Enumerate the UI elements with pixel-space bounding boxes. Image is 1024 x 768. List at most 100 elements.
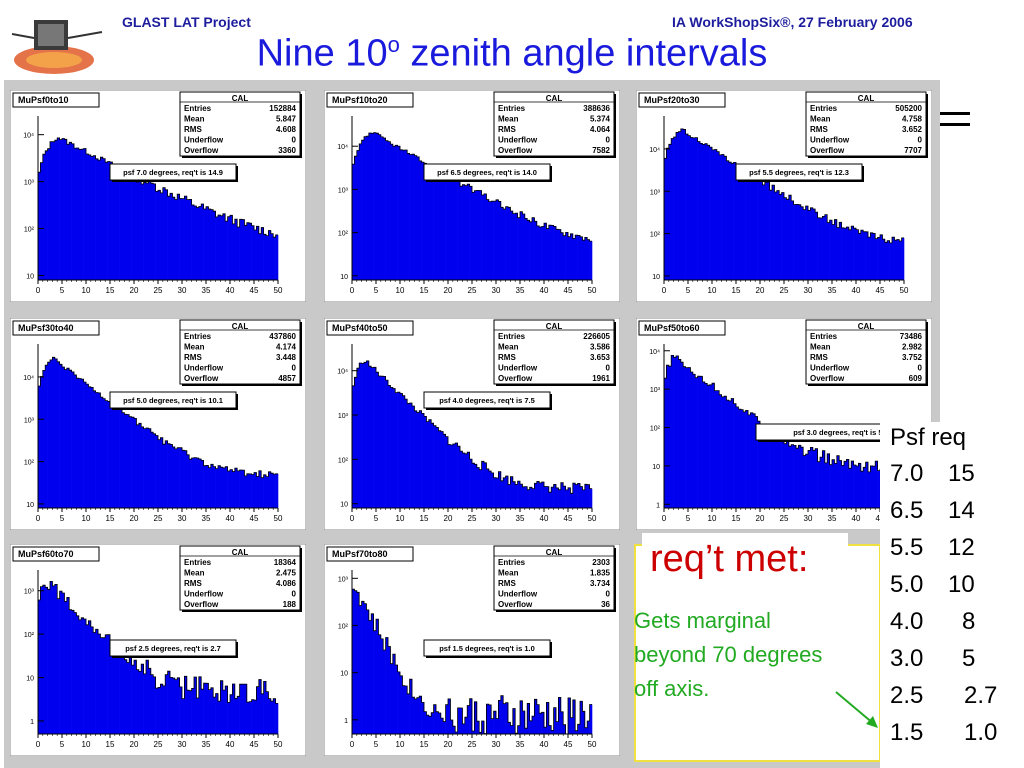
histogram-bar (709, 147, 713, 280)
histogram-bar (218, 214, 221, 280)
psf-req-table (880, 422, 1024, 768)
histogram-bar (479, 469, 482, 508)
histogram-bar (179, 447, 183, 508)
histogram-bar (832, 224, 835, 280)
histogram-bar (201, 460, 204, 508)
histogram-bar (822, 450, 826, 508)
x-tick-label: 30 (178, 740, 187, 749)
histogram-bar (568, 487, 571, 508)
histogram-bar (580, 701, 583, 734)
histogram-bar (361, 140, 365, 280)
histogram-bar (174, 448, 178, 508)
histogram-bar (158, 190, 161, 280)
histogram-bar (539, 713, 542, 734)
histogram-bar (76, 378, 80, 508)
histogram-bar (251, 699, 255, 734)
req-value: 14 (948, 497, 975, 524)
histogram-bar (153, 676, 156, 734)
histogram-bar (380, 376, 384, 508)
histogram-bar (877, 470, 881, 508)
histogram-bar (455, 732, 458, 734)
histogram-bar (476, 190, 480, 280)
histogram-bar (481, 461, 485, 508)
histogram-bar (743, 169, 746, 280)
histogram-svg: 0 5 10 15 20 25 30 35 40 45 50 10 10² 10³ 10⁴ MuPsf10to… (324, 90, 620, 302)
histogram-bar (208, 208, 212, 280)
histogram-bar (359, 363, 362, 508)
histogram-bar (834, 463, 838, 508)
histogram-bar (445, 704, 449, 734)
histogram-bar (215, 693, 219, 734)
histogram-bar (748, 414, 751, 508)
histogram-bar (424, 711, 427, 734)
histogram-bar (731, 163, 734, 280)
histogram-bar (553, 226, 557, 280)
histogram-bar (134, 660, 137, 734)
histogram-bar (249, 473, 252, 508)
histogram-bar (206, 206, 209, 280)
histogram-bar (242, 219, 245, 280)
stats-value: 0 (292, 590, 297, 599)
histogram-bar (836, 455, 840, 508)
histogram-bar (438, 170, 442, 280)
histogram-bar (884, 242, 888, 280)
histogram-bar (206, 683, 209, 734)
x-tick-label: 25 (468, 286, 477, 295)
histogram-bar (556, 229, 559, 280)
histogram-bar (186, 690, 190, 734)
stats-label: Entries (810, 332, 838, 341)
histogram-bar (81, 617, 84, 734)
histogram-bar (740, 169, 744, 280)
stats-value: 1.835 (590, 569, 611, 578)
histogram-bar (738, 409, 742, 508)
histogram-bar (383, 138, 386, 280)
histogram-bar (263, 681, 267, 734)
histogram-bar (57, 598, 60, 734)
histogram-bar (460, 186, 463, 280)
histogram-bar (580, 236, 583, 280)
histogram-bar (419, 160, 422, 280)
histogram-bar (237, 470, 240, 508)
histogram-bar (81, 379, 84, 508)
stats-value: 152884 (269, 104, 296, 113)
histogram-bar (225, 686, 228, 734)
histogram-bar (582, 489, 586, 508)
stats-value: 4.064 (590, 125, 611, 134)
histogram-bar (868, 237, 871, 280)
histogram-panel: 0 5 10 15 20 25 30 35 40 45 50 10 10² 10³ 10⁴ MuPsf30to… (10, 318, 306, 530)
x-tick-label: 5 (60, 286, 65, 295)
histogram-bars (352, 589, 593, 734)
psf-annotation: psf 1.5 degrees, req't is 1.0 (439, 644, 535, 653)
stats-label: RMS (184, 125, 202, 134)
psf-value: 7.0 (890, 460, 924, 487)
stats-label: Mean (810, 115, 831, 124)
histogram-bar (268, 230, 272, 280)
histogram-bar (62, 366, 65, 508)
histogram-bar (500, 207, 504, 280)
histogram-bar (517, 481, 521, 508)
histogram-bar (62, 593, 65, 734)
histogram-bar (227, 216, 231, 280)
histogram-bar (234, 468, 238, 508)
histogram-bar (66, 597, 70, 734)
histogram-bar (378, 634, 382, 734)
histogram-bar (395, 665, 398, 734)
histogram-bar (426, 421, 430, 508)
histogram-bar (93, 632, 96, 734)
histogram-bar (196, 458, 200, 508)
histogram-bar (846, 459, 850, 508)
stats-value: 3.586 (590, 343, 611, 352)
histogram-bar (772, 185, 775, 280)
histogram-bar (464, 185, 468, 280)
histogram-bar (817, 217, 821, 280)
histogram-bar (541, 712, 545, 734)
stats-label: Underflow (184, 364, 224, 373)
histogram-bar (158, 687, 161, 734)
histogram-bar (724, 396, 727, 508)
histogram-bar (126, 414, 130, 508)
histogram-bar (170, 444, 173, 508)
histogram-bar (59, 139, 63, 280)
histogram-bar (158, 439, 161, 508)
x-tick-label: 15 (732, 286, 741, 295)
histogram-bar (138, 671, 142, 734)
